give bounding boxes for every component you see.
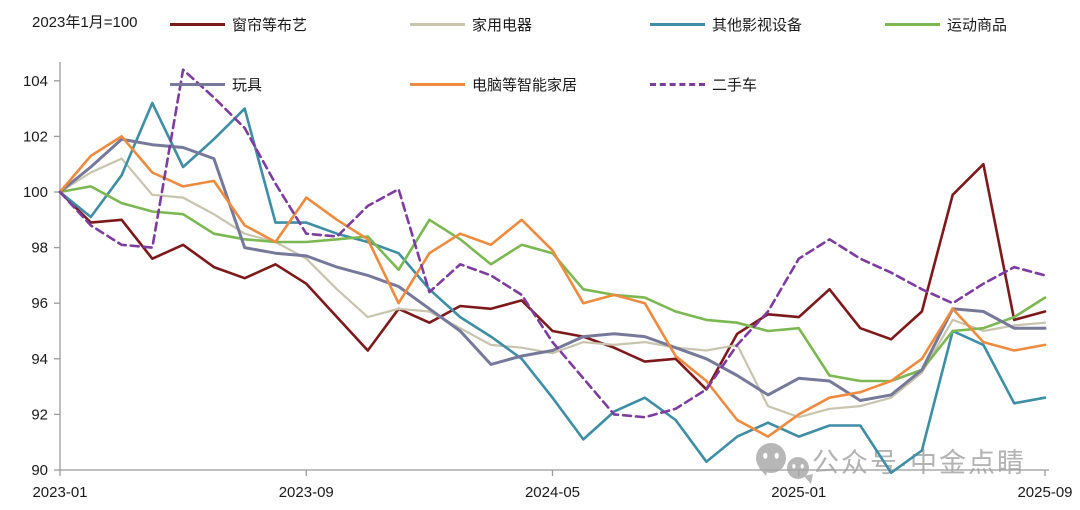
legend-item[interactable]: 二手车 — [650, 74, 757, 94]
legend-label: 家用电器 — [472, 16, 533, 34]
series-line — [58, 101, 1047, 475]
legend-label: 运动商品 — [947, 16, 1008, 34]
line-marker-icon — [410, 82, 465, 86]
y-tick-label: 98 — [31, 240, 48, 257]
legend-label: 玩具 — [232, 76, 263, 94]
y-tick-label: 92 — [31, 406, 48, 423]
x-tick-label: 2023-09 — [279, 484, 334, 501]
line-marker-icon — [885, 22, 940, 26]
wechat-bubbles-icon — [756, 443, 813, 484]
y-tick-label: 94 — [31, 351, 48, 368]
y-tick-label: 102 — [23, 128, 48, 145]
legend-item[interactable]: 其他影视设备 — [650, 14, 802, 34]
series-line — [58, 157, 1047, 419]
x-tick-label: 2025-01 — [771, 484, 826, 501]
legend-label: 二手车 — [712, 76, 758, 94]
dashed-line-marker-icon — [650, 82, 705, 86]
y-tick-label: 104 — [23, 73, 48, 90]
series-line — [58, 68, 1047, 419]
line-marker-icon — [170, 22, 225, 26]
index-base-note: 2023年1月=100 — [32, 14, 138, 31]
legend-label: 电脑等智能家居 — [472, 76, 578, 94]
legend-label: 其他影视设备 — [712, 16, 803, 34]
x-tick-label: 2023-01 — [32, 484, 87, 501]
y-tick-label: 90 — [31, 462, 48, 479]
y-tick-label: 100 — [23, 184, 48, 201]
line-marker-icon — [650, 22, 705, 26]
line-marker-icon — [170, 82, 225, 86]
series-line — [58, 137, 1047, 402]
series-line — [58, 185, 1047, 383]
line-marker-icon — [410, 22, 465, 26]
legend-row: 玩具 电脑等智能家居 二手车 — [0, 74, 1080, 94]
x-tick-label: 2024-05 — [525, 484, 580, 501]
legend-item[interactable]: 运动商品 — [885, 14, 1007, 34]
legend-label: 窗帘等布艺 — [232, 16, 308, 34]
series-line — [58, 135, 1047, 438]
y-tick-label: 96 — [31, 295, 48, 312]
legend-item[interactable]: 窗帘等布艺 — [170, 14, 307, 34]
legend-item[interactable]: 玩具 — [170, 74, 262, 94]
series-line — [58, 162, 1047, 391]
legend-item[interactable]: 电脑等智能家居 — [410, 74, 577, 94]
legend-item[interactable]: 家用电器 — [410, 14, 532, 34]
legend-row: 窗帘等布艺 家用电器 其他影视设备 运动商品 — [0, 14, 1080, 34]
x-tick-label: 2025-09 — [1017, 484, 1072, 501]
